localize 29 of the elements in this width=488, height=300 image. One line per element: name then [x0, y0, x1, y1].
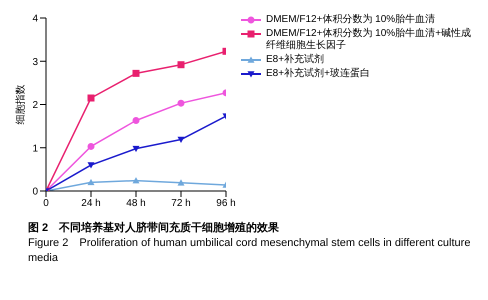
y-tick-label: 1 [32, 143, 38, 154]
x-tick-label: 0 [43, 198, 50, 210]
x-tick-label: 48 h [126, 198, 146, 210]
legend-label: DMEM/F12+体积分数为 10%胎牛血清+碱性成纤维细胞生长因子 [266, 28, 472, 52]
point [178, 136, 184, 144]
point [178, 100, 184, 107]
point [132, 177, 140, 184]
y-axis-title: 细胞指数 [14, 84, 27, 124]
point [132, 117, 140, 124]
y-tick-label: 3 [32, 56, 38, 68]
y-tick-label: 0 [32, 186, 38, 198]
point [88, 162, 94, 169]
x-tick-label: 24 h [81, 198, 101, 210]
legend-label: E8+补充试剂+玻连蛋白 [266, 68, 370, 80]
point [88, 94, 94, 102]
point [132, 70, 140, 77]
y-tick-label: 4 [32, 14, 38, 25]
caption: Figure 2 Proliferation of human umbilical cord mesenchymal stem cells in different culture media [28, 236, 472, 266]
y-tick-label: 2 [32, 100, 38, 112]
caption: 图 2 不同培养基对人脐带间充质干细胞增殖的效果 [28, 221, 280, 236]
x-tick-label: 72 h [171, 198, 191, 210]
x-tick-label: 96 h [216, 198, 236, 210]
point [132, 146, 140, 152]
point [178, 61, 184, 68]
point [88, 142, 94, 150]
point [178, 179, 184, 186]
legend-label: DMEM/F12+体积分数为 10%胎牛血清 [266, 14, 436, 26]
point [88, 178, 94, 186]
legend-label: E8+补充试剂 [266, 54, 324, 66]
